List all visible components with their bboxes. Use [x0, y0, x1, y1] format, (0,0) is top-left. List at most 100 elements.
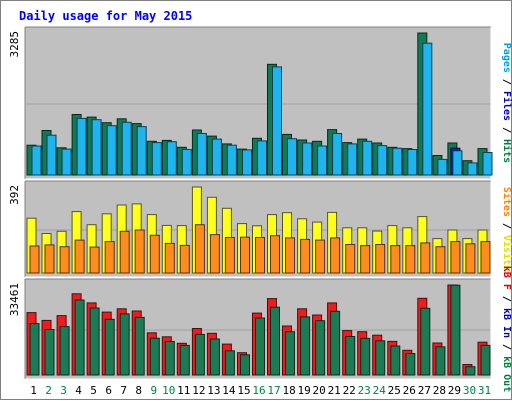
bar-sites: [164, 242, 175, 274]
x-tick-label: 9: [150, 384, 157, 397]
bar-pages: [196, 133, 207, 176]
bar-sites: [420, 242, 431, 274]
bar-pages: [392, 147, 403, 176]
x-tick-label: 6: [105, 384, 112, 397]
bar-kb-out: [119, 313, 130, 376]
bar-pages: [302, 142, 313, 176]
bar-sites: [149, 234, 160, 274]
bar-pages: [272, 66, 282, 176]
bar-kb-out: [194, 333, 205, 376]
x-tick-label: 23: [358, 384, 371, 397]
bar-pages: [362, 140, 373, 176]
bar-sites: [89, 246, 100, 274]
bar-pages: [377, 145, 388, 176]
bar-sites: [255, 237, 265, 274]
panel-hits-files-pages: 3285 Pages / Files / Hits: [8, 26, 512, 180]
x-tick-label: 14: [222, 384, 236, 397]
bar-pages: [211, 138, 222, 176]
bar-sites: [315, 239, 326, 274]
bar-kb-out: [149, 337, 160, 376]
legend-entry: kB F: [501, 266, 512, 290]
legend-separator: /: [501, 217, 512, 235]
bar-sites: [29, 245, 40, 274]
bar-kb-out: [420, 307, 431, 376]
x-tick-label: 22: [343, 384, 356, 397]
bar-pages: [226, 144, 237, 176]
bar-sites: [74, 239, 85, 274]
x-tick-label: 18: [282, 384, 295, 397]
bar-pages: [407, 149, 418, 176]
bar-sites: [134, 229, 145, 274]
bar-kb-out: [89, 307, 100, 376]
bar-sites: [270, 235, 280, 274]
bar-pages: [347, 143, 358, 176]
panel-kb-in-out: 33461 kB F / kB In / kB Out: [8, 266, 512, 392]
bar-sites: [44, 244, 55, 274]
chart-panels: 3285 Pages / Files / Hits 392 Sites / Visit…: [8, 26, 512, 392]
bar-sites: [465, 243, 476, 274]
bar-pages: [452, 150, 463, 176]
legend-entry: Pages: [501, 43, 512, 73]
x-tick-label: 25: [388, 384, 401, 397]
x-tick-label: 7: [120, 384, 127, 397]
x-tick-label: 19: [297, 384, 310, 397]
x-tick-label: 16: [252, 384, 265, 397]
bar-pages: [332, 133, 343, 176]
bar-sites: [240, 236, 250, 274]
bar-sites: [435, 246, 446, 274]
legend-entry: Visits: [501, 235, 512, 271]
bar-sites: [450, 241, 461, 274]
legend-entry: kB In: [501, 308, 512, 338]
bar-pages: [61, 148, 72, 176]
bar-kb-out: [104, 318, 115, 376]
bar-kb-out: [300, 316, 311, 376]
legend: kB F / kB In / kB Out: [501, 266, 512, 392]
bar-kb-out: [465, 366, 476, 376]
bar-kb-out: [224, 350, 235, 376]
legend-entry: Sites: [501, 187, 512, 217]
x-tick-label: 13: [207, 384, 220, 397]
bar-kb-out: [405, 353, 416, 376]
bar-sites: [224, 237, 235, 274]
bar-kb-out: [345, 336, 356, 376]
bar-sites: [285, 237, 295, 274]
bar-pages: [46, 134, 57, 176]
bar-pages: [31, 145, 42, 176]
chart-title: Daily usage for May 2015: [19, 9, 192, 23]
bar-kb-out: [285, 331, 295, 376]
bar-kb-out: [450, 284, 461, 376]
bar-sites: [209, 234, 220, 274]
x-tick-label: 10: [162, 384, 175, 397]
x-tick-label: 24: [373, 384, 387, 397]
x-tick-label: 21: [328, 384, 341, 397]
x-tick-label: 2: [45, 384, 52, 397]
bar-pages: [437, 158, 448, 176]
bar-sites: [59, 246, 70, 274]
bar-kb-out: [164, 340, 175, 376]
bar-pages: [106, 125, 117, 176]
bar-pages: [242, 149, 252, 176]
bar-sites: [194, 224, 205, 274]
bar-sites: [405, 245, 416, 274]
bar-kb-out: [74, 299, 85, 376]
bar-pages: [257, 140, 267, 176]
bar-kb-out: [315, 320, 326, 376]
bar-kb-out: [134, 316, 145, 376]
x-tick-label: 12: [192, 384, 205, 397]
bar-pages: [136, 126, 147, 176]
bar-pages: [121, 121, 132, 176]
bar-kb-out: [330, 310, 341, 376]
panel-visits-sites: 392 Sites / Visits: [8, 180, 512, 278]
legend: Sites / Visits: [501, 187, 512, 271]
bar-sites: [345, 244, 356, 274]
bar-pages: [422, 42, 433, 176]
bar-sites: [119, 230, 130, 274]
x-tick-label: 11: [177, 384, 190, 397]
x-tick-label: 1: [30, 384, 37, 397]
x-axis-labels: 1 2 3 4 5 6 7 8 9 10 11 12 13 14 15 16 17 18 19 20 21 22 23 24 2…: [30, 384, 491, 397]
bar-kb-out: [44, 329, 55, 376]
bar-kb-out: [240, 354, 250, 376]
legend-entry: kB Out: [501, 356, 512, 392]
bar-pages: [317, 145, 328, 176]
